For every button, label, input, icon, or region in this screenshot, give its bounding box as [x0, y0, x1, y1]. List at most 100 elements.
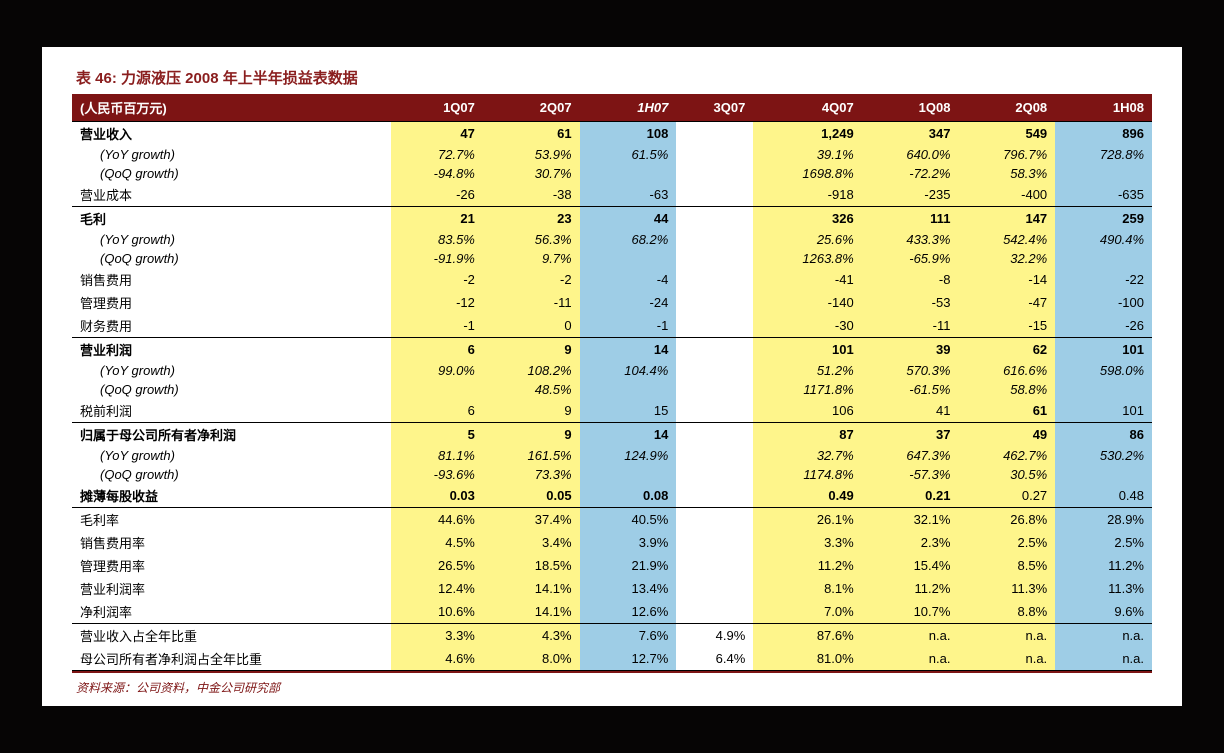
table-cell: 6 [391, 338, 483, 362]
table-cell: -8 [862, 268, 959, 291]
table-cell [676, 291, 753, 314]
table-row: (QoQ growth)-91.9%9.7%1263.8%-65.9%32.2% [72, 249, 1152, 268]
row-label: (YoY growth) [72, 230, 391, 249]
table-cell: 14 [580, 338, 677, 362]
col-header: 2Q08 [958, 94, 1055, 122]
table-cell: 647.3% [862, 446, 959, 465]
table-header-row: (人民币百万元)1Q072Q071H073Q074Q071Q082Q081H08 [72, 94, 1152, 122]
table-cell: 161.5% [483, 446, 580, 465]
table-cell: 3.3% [391, 624, 483, 648]
table-cell: 549 [958, 122, 1055, 146]
col-header: 1Q08 [862, 94, 959, 122]
table-cell: -1 [391, 314, 483, 338]
table-row: (QoQ growth)-94.8%30.7%1698.8%-72.2%58.3… [72, 164, 1152, 183]
table-cell: 51.2% [753, 361, 861, 380]
table-cell: 32.7% [753, 446, 861, 465]
table-cell: 87 [753, 423, 861, 447]
col-header: 1H07 [580, 94, 677, 122]
table-cell: 44.6% [391, 508, 483, 532]
table-cell: 6 [391, 399, 483, 423]
table-cell: 44 [580, 207, 677, 231]
table-row: 摊薄每股收益0.030.050.080.490.210.270.48 [72, 484, 1152, 508]
row-label: (QoQ growth) [72, 465, 391, 484]
table-cell: 111 [862, 207, 959, 231]
table-cell: 796.7% [958, 145, 1055, 164]
table-cell: 3.4% [483, 531, 580, 554]
table-cell: 39 [862, 338, 959, 362]
table-cell: 728.8% [1055, 145, 1152, 164]
table-cell: 15.4% [862, 554, 959, 577]
table-cell [676, 508, 753, 532]
table-cell: 259 [1055, 207, 1152, 231]
table-cell [1055, 465, 1152, 484]
table-cell: 0.08 [580, 484, 677, 508]
table-cell: -235 [862, 183, 959, 207]
table-row: 销售费用-2-2-4-41-8-14-22 [72, 268, 1152, 291]
table-row: 净利润率10.6%14.1%12.6%7.0%10.7%8.8%9.6% [72, 600, 1152, 624]
table-cell: 11.3% [1055, 577, 1152, 600]
row-label: 销售费用率 [72, 531, 391, 554]
table-cell: 124.9% [580, 446, 677, 465]
table-cell: 41 [862, 399, 959, 423]
table-cell: 108.2% [483, 361, 580, 380]
table-cell: 61 [958, 399, 1055, 423]
table-cell: 73.3% [483, 465, 580, 484]
table-cell: 26.8% [958, 508, 1055, 532]
table-cell: 542.4% [958, 230, 1055, 249]
table-cell [580, 249, 677, 268]
table-cell [1055, 380, 1152, 399]
table-cell: 21.9% [580, 554, 677, 577]
table-cell: 10.7% [862, 600, 959, 624]
table-cell: 72.7% [391, 145, 483, 164]
table-cell: -11 [862, 314, 959, 338]
table-cell: 0.27 [958, 484, 1055, 508]
table-cell: -91.9% [391, 249, 483, 268]
col-header: 4Q07 [753, 94, 861, 122]
table-row: 营业利润率12.4%14.1%13.4%8.1%11.2%11.3%11.3% [72, 577, 1152, 600]
table-cell: 11.2% [862, 577, 959, 600]
row-label: 毛利 [72, 207, 391, 231]
table-cell: 101 [753, 338, 861, 362]
table-cell: -4 [580, 268, 677, 291]
table-cell [1055, 164, 1152, 183]
table-cell: 8.5% [958, 554, 1055, 577]
table-cell: 53.9% [483, 145, 580, 164]
table-cell: 4.9% [676, 624, 753, 648]
table-cell [676, 338, 753, 362]
table-cell: 106 [753, 399, 861, 423]
table-cell: -63 [580, 183, 677, 207]
table-cell: 61 [483, 122, 580, 146]
col-header: (人民币百万元) [72, 94, 391, 122]
row-label: 营业成本 [72, 183, 391, 207]
table-cell: 3.3% [753, 531, 861, 554]
table-cell: 68.2% [580, 230, 677, 249]
table-cell [676, 207, 753, 231]
table-cell: -94.8% [391, 164, 483, 183]
table-cell: n.a. [958, 647, 1055, 671]
row-label: 毛利率 [72, 508, 391, 532]
table-cell: 14.1% [483, 577, 580, 600]
table-cell: 30.5% [958, 465, 1055, 484]
table-cell: 62 [958, 338, 1055, 362]
row-label: 归属于母公司所有者净利润 [72, 423, 391, 447]
table-cell: 12.6% [580, 600, 677, 624]
table-cell: 1171.8% [753, 380, 861, 399]
table-cell: -12 [391, 291, 483, 314]
table-cell: 14 [580, 423, 677, 447]
table-cell: 37 [862, 423, 959, 447]
table-cell: 32.1% [862, 508, 959, 532]
table-cell: 87.6% [753, 624, 861, 648]
row-label: 营业利润 [72, 338, 391, 362]
table-cell [1055, 249, 1152, 268]
table-cell: 2.5% [958, 531, 1055, 554]
table-cell: 0.49 [753, 484, 861, 508]
table-cell: -72.2% [862, 164, 959, 183]
table-cell [676, 380, 753, 399]
table-cell: 1174.8% [753, 465, 861, 484]
table-cell: n.a. [862, 647, 959, 671]
table-cell: -2 [483, 268, 580, 291]
table-cell: 11.2% [1055, 554, 1152, 577]
row-label: 营业收入 [72, 122, 391, 146]
table-cell: n.a. [1055, 624, 1152, 648]
table-body: 营业收入47611081,249347549896(YoY growth)72.… [72, 122, 1152, 671]
